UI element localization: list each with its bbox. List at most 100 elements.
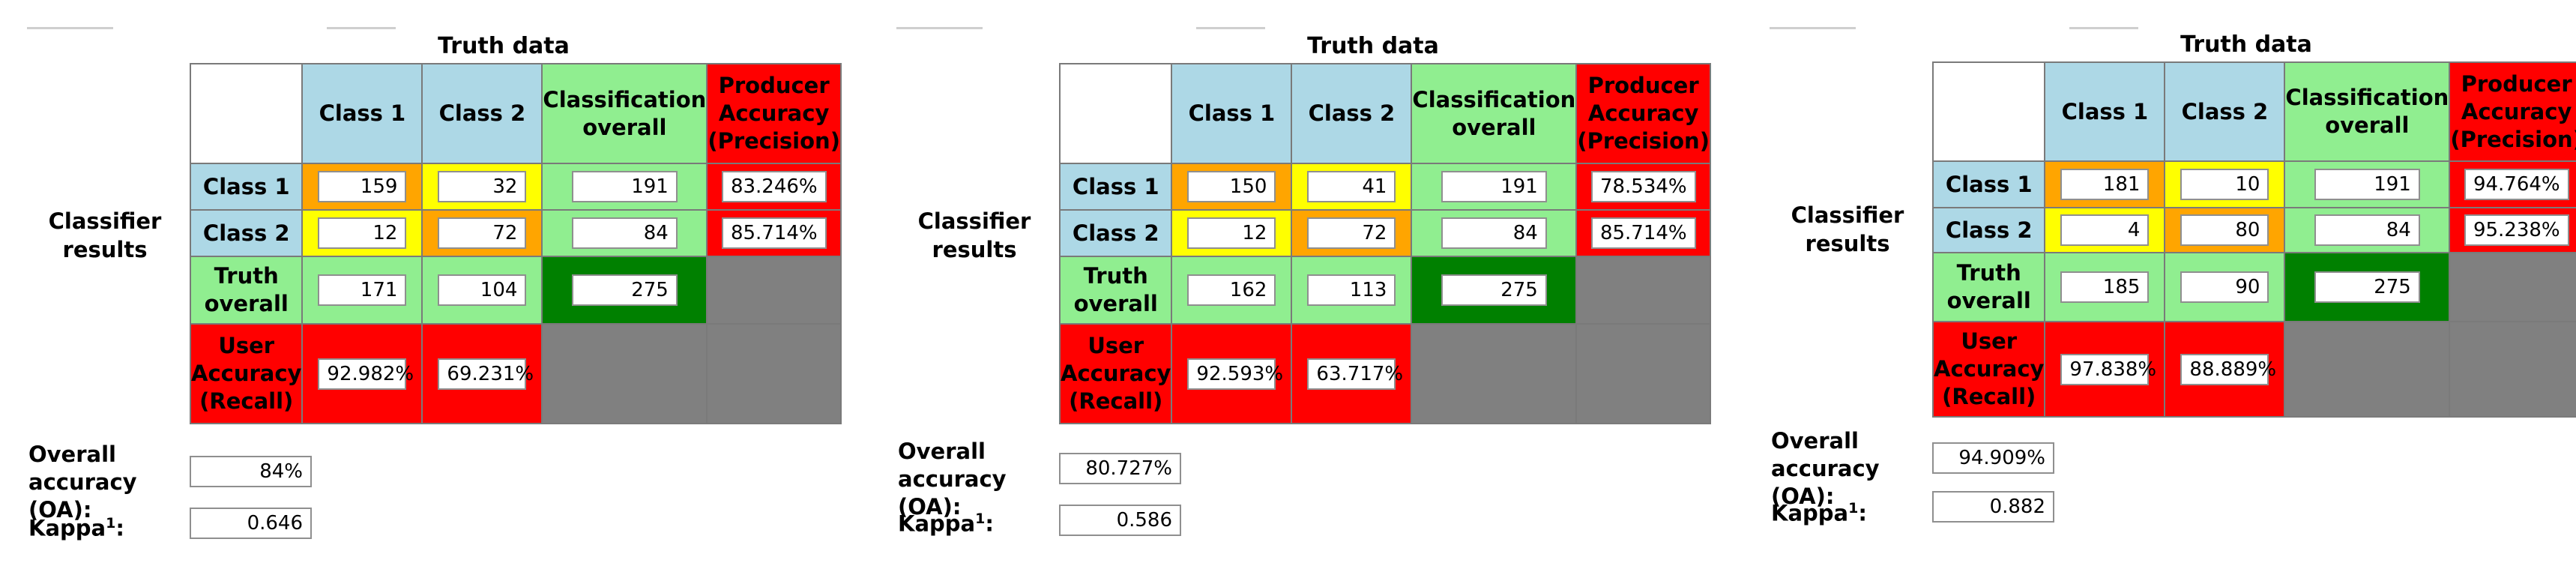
value-field[interactable]: 159	[318, 171, 407, 202]
row-header-truth-overall: Truth overall	[189, 256, 304, 325]
header-class-2: Class 2	[1291, 63, 1413, 164]
cell-c2-overall: 84	[541, 209, 708, 257]
confusion-matrix-table: Class 1 Class 2 Classification overall P…	[1058, 63, 1711, 424]
kappa-label: Kappa1:	[898, 511, 994, 537]
row-header-class-1: Class 1	[1058, 163, 1173, 211]
header-class-1: Class 1	[301, 63, 423, 164]
empty-cell	[2284, 321, 2451, 418]
value-field[interactable]: 191	[1441, 171, 1547, 202]
header-classification-overall: Classification overall	[1411, 63, 1578, 164]
value-field[interactable]: 275	[1441, 274, 1547, 306]
value-field[interactable]: 63.717%	[1307, 358, 1403, 390]
value-field[interactable]: 85.714%	[721, 217, 827, 249]
cell-total: 275	[541, 256, 708, 325]
value-field[interactable]: 69.231%	[438, 358, 534, 390]
value-field[interactable]: 92.593%	[1187, 358, 1283, 390]
cell-user-c1: 92.593%	[1171, 323, 1293, 424]
value-field[interactable]: 84	[571, 217, 678, 249]
value-field[interactable]: 4	[2060, 214, 2150, 246]
value-field[interactable]: 104	[438, 274, 527, 306]
cell-c1-c1: 181	[2044, 160, 2166, 208]
value-field[interactable]: 85.714%	[1590, 217, 1696, 249]
row-header-class-2: Class 2	[189, 209, 304, 257]
corner-cell	[1058, 63, 1173, 164]
value-field[interactable]: 185	[2060, 271, 2150, 303]
kappa-field[interactable]: 0.586	[1059, 505, 1181, 536]
value-field[interactable]: 95.238%	[2464, 214, 2569, 246]
value-field[interactable]: 191	[571, 171, 678, 202]
value-field[interactable]: 72	[1307, 217, 1396, 249]
value-field[interactable]: 150	[1187, 171, 1276, 202]
overall-accuracy-field[interactable]: 84%	[190, 456, 312, 487]
overall-accuracy-field[interactable]: 94.909%	[1932, 442, 2054, 474]
cell-c2-producer: 95.238%	[2449, 207, 2576, 253]
kappa-field[interactable]: 0.646	[190, 508, 312, 539]
cell-c1-producer: 78.534%	[1575, 163, 1711, 211]
cell-truth-c1: 185	[2044, 252, 2166, 322]
empty-cell	[541, 323, 708, 424]
confusion-matrix-panel-3: Truth data Classifier results Class 1 Cl…	[1743, 0, 2576, 563]
value-field[interactable]: 10	[2180, 169, 2269, 200]
divider-line	[2069, 27, 2138, 29]
value-field[interactable]: 84	[1441, 217, 1547, 249]
value-field[interactable]: 162	[1187, 274, 1276, 306]
confusion-matrix-panel-2: Truth data Classifier results Class 1 Cl…	[869, 0, 1728, 563]
value-field[interactable]: 94.764%	[2464, 169, 2569, 200]
kappa-field[interactable]: 0.882	[1932, 491, 2054, 523]
cell-c2-overall: 84	[2284, 207, 2451, 253]
value-field[interactable]: 92.982%	[318, 358, 414, 390]
value-field[interactable]: 84	[2314, 214, 2420, 246]
value-field[interactable]: 97.838%	[2060, 353, 2156, 385]
cell-user-c1: 92.982%	[301, 323, 423, 424]
row-header-class-1: Class 1	[1931, 160, 2046, 208]
cell-c2-c1: 12	[1171, 209, 1293, 257]
divider-line	[1196, 27, 1265, 29]
row-header-class-2: Class 2	[1931, 207, 2046, 253]
cell-user-c2: 69.231%	[421, 323, 543, 424]
value-field[interactable]: 41	[1307, 171, 1396, 202]
value-field[interactable]: 191	[2314, 169, 2420, 200]
value-field[interactable]: 83.246%	[721, 171, 827, 202]
confusion-matrix-table: Class 1 Class 2 Classification overall P…	[189, 63, 842, 424]
overall-accuracy-field[interactable]: 80.727%	[1059, 453, 1181, 484]
empty-cell	[1575, 256, 1711, 325]
value-field[interactable]: 32	[438, 171, 527, 202]
cell-c1-c1: 159	[301, 163, 423, 211]
cell-c2-producer: 85.714%	[706, 209, 842, 257]
header-producer-accuracy: Producer Accuracy (Precision)	[706, 63, 842, 164]
header-class-2: Class 2	[421, 63, 543, 164]
cell-c1-producer: 94.764%	[2449, 160, 2576, 208]
value-field[interactable]: 72	[438, 217, 527, 249]
value-field[interactable]: 80	[2180, 214, 2269, 246]
classifier-results-label: Classifier results	[1791, 202, 1904, 256]
empty-cell	[2449, 321, 2576, 418]
row-header-truth-overall: Truth overall	[1931, 252, 2046, 322]
row-header-user-accuracy: User Accuracy (Recall)	[189, 323, 304, 424]
row-header-class-2: Class 2	[1058, 209, 1173, 257]
cell-c1-c2: 32	[421, 163, 543, 211]
value-field[interactable]: 171	[318, 274, 407, 306]
empty-cell	[1411, 323, 1578, 424]
value-field[interactable]: 88.889%	[2180, 353, 2276, 385]
truth-data-title: Truth data	[2180, 31, 2312, 58]
cell-c1-c2: 41	[1291, 163, 1413, 211]
value-field[interactable]: 113	[1307, 274, 1396, 306]
kappa-label: Kappa1:	[1771, 500, 1867, 526]
value-field[interactable]: 12	[318, 217, 407, 249]
value-field[interactable]: 181	[2060, 169, 2150, 200]
value-field[interactable]: 90	[2180, 271, 2269, 303]
header-producer-accuracy: Producer Accuracy (Precision)	[2449, 61, 2576, 162]
cell-c1-overall: 191	[2284, 160, 2451, 208]
cell-c2-c1: 12	[301, 209, 423, 257]
cell-truth-c2: 104	[421, 256, 543, 325]
value-field[interactable]: 78.534%	[1590, 171, 1696, 202]
value-field[interactable]: 12	[1187, 217, 1276, 249]
corner-cell	[1931, 61, 2046, 162]
cell-c2-c2: 72	[1291, 209, 1413, 257]
classifier-results-label: Classifier results	[917, 208, 1031, 262]
header-classification-overall: Classification overall	[541, 63, 708, 164]
row-header-truth-overall: Truth overall	[1058, 256, 1173, 325]
value-field[interactable]: 275	[571, 274, 678, 306]
value-field[interactable]: 275	[2314, 271, 2420, 303]
empty-cell	[2449, 252, 2576, 322]
